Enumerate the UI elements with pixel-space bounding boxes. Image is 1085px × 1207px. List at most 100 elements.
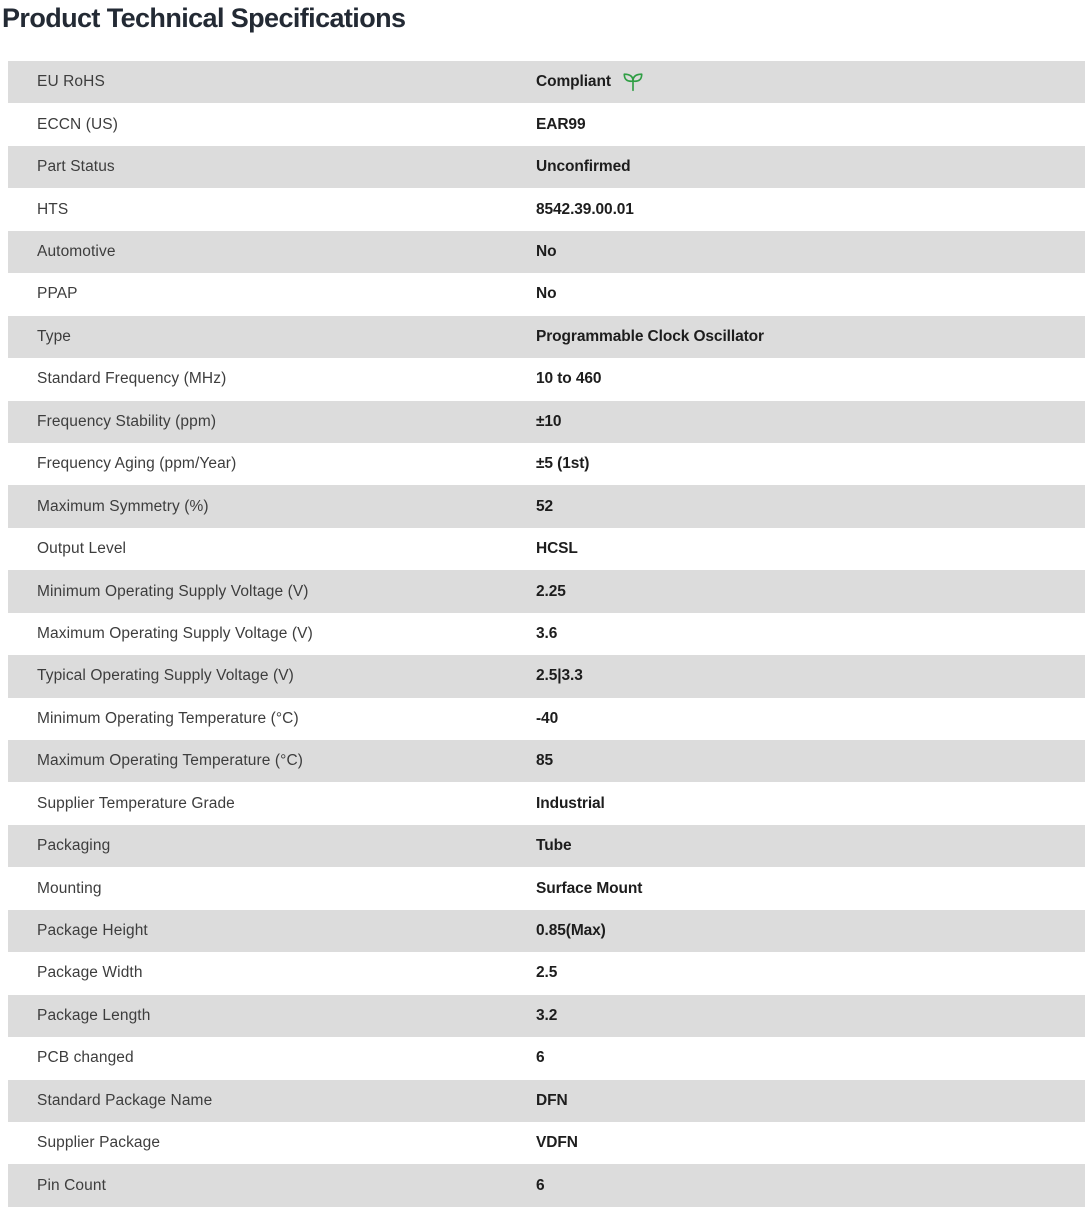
- spec-value: 2.5|3.3: [536, 667, 583, 685]
- spec-value-text: 6: [536, 1176, 545, 1194]
- spec-row: Package Height 0.85(Max): [8, 909, 1085, 953]
- spec-label: EU RoHS: [37, 73, 105, 91]
- spec-row: Minimum Operating Temperature (°C) -40: [8, 697, 1085, 741]
- spec-value-text: Surface Mount: [536, 879, 643, 897]
- spec-value-text: ±5 (1st): [536, 455, 590, 473]
- spec-row: EU RoHS Compliant: [8, 61, 1085, 104]
- spec-row: HTS 8542.39.00.01: [8, 188, 1085, 231]
- spec-value: Programmable Clock Oscillator: [536, 328, 764, 346]
- spec-value-text: 2.25: [536, 582, 566, 600]
- spec-value-text: 10 to 460: [536, 370, 602, 388]
- spec-value: No: [536, 243, 557, 261]
- spec-row: Supplier Temperature Grade Industrial: [8, 782, 1085, 825]
- spec-value-text: 3.6: [536, 624, 558, 642]
- spec-value: Unconfirmed: [536, 158, 631, 176]
- spec-value: DFN: [536, 1092, 568, 1110]
- page-title: Product Technical Specifications: [2, 3, 406, 33]
- spec-value-text: 2.5|3.3: [536, 667, 583, 685]
- spec-value-text: ±10: [536, 412, 562, 430]
- spec-value: 3.2: [536, 1007, 557, 1025]
- spec-value: HCSL: [536, 540, 578, 558]
- spec-value: 6: [536, 1177, 545, 1195]
- spec-label: Standard Package Name: [37, 1091, 213, 1109]
- spec-value: EAR99: [536, 116, 586, 134]
- spec-table: EU RoHS Compliant ECCN (US) EAR99 Part Statu…: [8, 61, 1085, 1207]
- spec-value-text: Unconfirmed: [536, 158, 631, 176]
- spec-value-text: 6: [536, 1049, 545, 1067]
- spec-label: Pin Count: [37, 1176, 106, 1194]
- spec-row: Frequency Stability (ppm) ±10: [8, 400, 1085, 443]
- spec-row: Mounting Surface Mount: [8, 867, 1085, 910]
- spec-row: Minimum Operating Supply Voltage (V) 2.25: [8, 570, 1085, 613]
- spec-row: Type Programmable Clock Oscillator: [8, 315, 1085, 359]
- spec-value: Industrial: [536, 795, 605, 813]
- spec-row: Package Width 2.5: [8, 952, 1085, 995]
- spec-label: HTS: [37, 200, 69, 218]
- spec-value-text: Tube: [536, 837, 572, 855]
- spec-row: Output Level HCSL: [8, 527, 1085, 571]
- spec-value-text: 85: [536, 752, 554, 770]
- spec-label: Typical Operating Supply Voltage (V): [37, 667, 294, 685]
- spec-value: VDFN: [536, 1134, 578, 1152]
- spec-label: Mounting: [37, 879, 102, 897]
- spec-value: No: [536, 285, 557, 303]
- spec-value-text: 8542.39.00.01: [536, 200, 634, 218]
- spec-label: Maximum Operating Supply Voltage (V): [37, 624, 313, 642]
- spec-row: PPAP No: [8, 273, 1085, 316]
- spec-label: Minimum Operating Temperature (°C): [37, 709, 299, 727]
- spec-value: 2.5: [536, 964, 557, 982]
- spec-row: Standard Package Name DFN: [8, 1079, 1085, 1122]
- spec-value: Compliant: [536, 71, 644, 93]
- spec-value-text: Programmable Clock Oscillator: [536, 327, 764, 345]
- spec-value: 2.25: [536, 583, 566, 601]
- spec-label: Supplier Temperature Grade: [37, 794, 235, 812]
- spec-label: Package Width: [37, 964, 143, 982]
- spec-value-text: HCSL: [536, 540, 578, 558]
- spec-row: Pin Count 6: [8, 1164, 1085, 1207]
- spec-value-text: No: [536, 285, 557, 303]
- spec-value-text: Compliant: [536, 73, 611, 91]
- spec-value: 8542.39.00.01: [536, 201, 634, 219]
- spec-label: Supplier Package: [37, 1134, 161, 1152]
- spec-label: Package Length: [37, 1006, 151, 1024]
- spec-value: 85: [536, 752, 553, 770]
- spec-row: Maximum Operating Supply Voltage (V) 3.6: [8, 612, 1085, 656]
- spec-value-text: 0.85(Max): [536, 922, 606, 940]
- spec-value: Tube: [536, 837, 572, 855]
- spec-row: Maximum Operating Temperature (°C) 85: [8, 740, 1085, 783]
- spec-value: 6: [536, 1049, 545, 1067]
- spec-label: Packaging: [37, 837, 111, 855]
- spec-row: Typical Operating Supply Voltage (V) 2.5|…: [8, 655, 1085, 698]
- spec-value: 3.6: [536, 625, 557, 643]
- spec-value-text: 2.5: [536, 964, 558, 982]
- spec-row: Package Length 3.2: [8, 994, 1085, 1038]
- spec-label: PCB changed: [37, 1049, 134, 1067]
- spec-value: 52: [536, 498, 553, 516]
- spec-value: 0.85(Max): [536, 922, 606, 940]
- spec-row: Automotive No: [8, 230, 1085, 274]
- spec-value: ±5 (1st): [536, 455, 589, 473]
- spec-label: Automotive: [37, 243, 116, 261]
- spec-row: PCB changed 6: [8, 1037, 1085, 1080]
- spec-value-text: No: [536, 243, 557, 261]
- spec-label: Standard Frequency (MHz): [37, 370, 227, 388]
- spec-row: Supplier Package VDFN: [8, 1121, 1085, 1165]
- spec-row: Standard Frequency (MHz) 10 to 460: [8, 358, 1085, 401]
- spec-label: Package Height: [37, 922, 148, 940]
- spec-row: Maximum Symmetry (%) 52: [8, 485, 1085, 528]
- spec-row: Packaging Tube: [8, 824, 1085, 868]
- spec-value-text: 3.2: [536, 1006, 558, 1024]
- spec-value: 10 to 460: [536, 370, 602, 388]
- spec-label: Frequency Aging (ppm/Year): [37, 455, 237, 473]
- spec-value: Surface Mount: [536, 880, 642, 898]
- spec-value-text: DFN: [536, 1091, 568, 1109]
- spec-value-text: -40: [536, 709, 559, 727]
- spec-row: Frequency Aging (ppm/Year) ±5 (1st): [8, 442, 1085, 486]
- spec-value-text: 52: [536, 497, 554, 515]
- spec-value: ±10: [536, 412, 562, 431]
- spec-label: Minimum Operating Supply Voltage (V): [37, 582, 309, 600]
- leaf-icon: [622, 71, 644, 93]
- spec-label: ECCN (US): [37, 115, 118, 133]
- spec-label: Part Status: [37, 158, 115, 176]
